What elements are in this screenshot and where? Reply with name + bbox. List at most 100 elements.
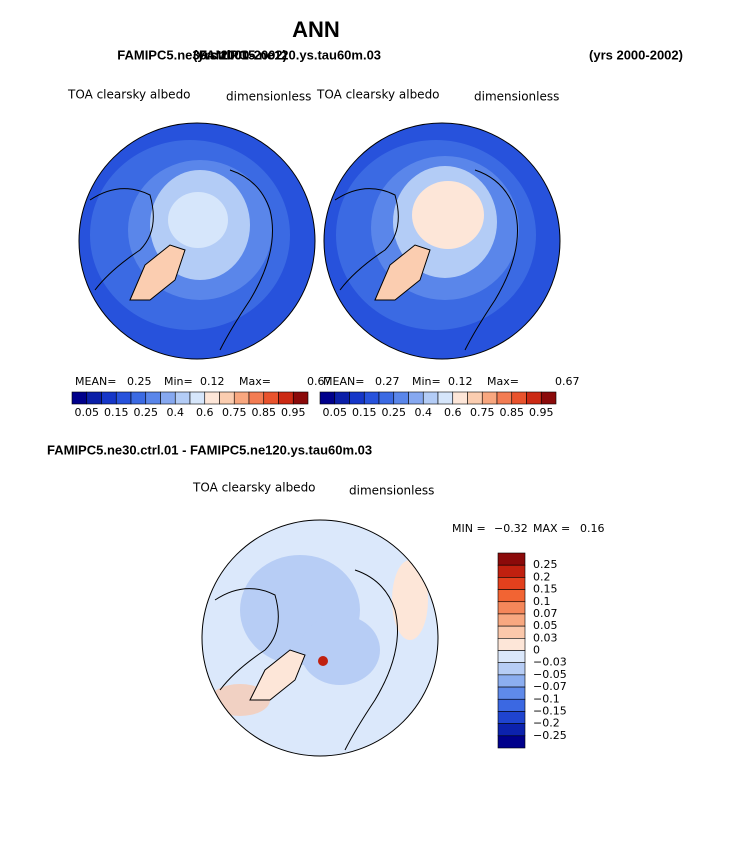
colorbar: 0.05 0.15 0.25 0.4 0.6 0.75 0.85 0.95 <box>71 391 309 419</box>
colorbar-label: 0.15 <box>352 406 377 419</box>
stat-value: 0.16 <box>580 522 605 535</box>
units-label: dimensionless <box>474 90 559 104</box>
stat-value: −0.32 <box>494 522 528 535</box>
colorbar-label: −0.2 <box>533 717 560 730</box>
colorbar-label: 0.95 <box>281 406 306 419</box>
colorbar-box <box>86 391 102 405</box>
colorbar-label: −0.1 <box>533 692 560 705</box>
colorbar-label: −0.15 <box>533 704 567 717</box>
colorbar-label: 0.85 <box>252 406 277 419</box>
colorbar-box <box>71 391 88 405</box>
colorbar-box <box>189 391 206 405</box>
colorbar-box <box>174 391 191 405</box>
colorbar-label: 0.95 <box>529 406 554 419</box>
stat-value: 0.12 <box>448 375 473 388</box>
units-label: dimensionless <box>349 484 434 498</box>
colorbar-box <box>334 391 350 405</box>
colorbar-box <box>526 391 542 405</box>
colorbar-label: −0.25 <box>533 729 567 742</box>
colorbar-box <box>497 613 526 627</box>
stat-value: 0.67 <box>555 375 580 388</box>
colorbar-box <box>481 391 498 405</box>
map-border <box>323 122 561 360</box>
colorbar-box <box>422 391 439 405</box>
colorbar-box <box>248 391 265 405</box>
panel-years: (yrs 2000-2002) <box>589 47 683 62</box>
colorbar-box <box>497 564 526 578</box>
colorbar-label: 0.2 <box>533 570 551 583</box>
colorbar-box <box>130 391 147 405</box>
colorbar-box <box>452 391 468 405</box>
colorbar-box <box>393 391 409 405</box>
stat-value: 0.12 <box>200 375 225 388</box>
stat-label: Min= <box>412 375 441 388</box>
colorbar-box <box>497 723 526 737</box>
colorbar-label: 0.25 <box>382 406 407 419</box>
colorbar-label: 0.75 <box>470 406 495 419</box>
colorbar-label: 0.07 <box>533 607 558 620</box>
colorbar-label: 0.6 <box>196 406 214 419</box>
colorbar-label: 0.25 <box>533 558 558 571</box>
colorbar: 0.250.20.150.10.070.050.030−0.03−0.05−0.… <box>497 552 567 749</box>
colorbar-box <box>292 391 309 405</box>
colorbar-box <box>496 391 513 405</box>
colorbar-box <box>263 391 279 405</box>
difference-title: FAMIPC5.ne30.ctrl.01 - FAMIPC5.ne120.ys.… <box>47 442 372 457</box>
colorbar-box <box>408 391 424 405</box>
stat-label: MEAN= <box>323 375 364 388</box>
colorbar-label: 0.05 <box>75 406 100 419</box>
colorbar-label: 0.85 <box>500 406 525 419</box>
colorbar-box <box>160 391 176 405</box>
colorbar-box <box>115 391 132 405</box>
colorbar-label: −0.03 <box>533 656 567 669</box>
colorbar-label: 0.6 <box>444 406 462 419</box>
stat-label: Min= <box>164 375 193 388</box>
stats: MEAN= 0.25 Min= 0.12 Max= 0.67 <box>75 375 332 388</box>
colorbar-box <box>497 650 526 663</box>
colorbar-label: −0.05 <box>533 668 567 681</box>
colorbar-box <box>497 662 526 676</box>
colorbar-box <box>319 391 336 405</box>
colorbar-box <box>219 391 235 405</box>
map-border <box>78 122 316 360</box>
variable-label: TOA clearsky albedo <box>192 481 316 495</box>
colorbar-box <box>497 674 526 688</box>
colorbar-label: 0.15 <box>533 583 558 596</box>
colorbar-box <box>278 391 294 405</box>
colorbar-label: 0.05 <box>533 619 558 632</box>
colorbar-label: 0.05 <box>323 406 348 419</box>
colorbar-box <box>497 698 526 712</box>
colorbar-box <box>497 711 526 724</box>
colorbar-box <box>497 735 526 749</box>
colorbar-box <box>511 391 527 405</box>
colorbar-box <box>540 391 557 405</box>
colorbar-box <box>497 686 526 700</box>
panel-case: FAMIPC5.ne30.ctrl.01 <box>117 47 249 62</box>
stat-label: MAX = <box>533 522 570 535</box>
colorbar-box <box>233 391 250 405</box>
colorbar-label: 0.4 <box>167 406 185 419</box>
colorbar-box <box>497 552 526 566</box>
colorbar-box <box>497 589 526 603</box>
colorbar-box <box>497 625 526 639</box>
polar-map <box>202 520 438 756</box>
variable-label: TOA clearsky albedo <box>67 88 191 102</box>
map-border <box>201 519 439 757</box>
panel-case: FAMIPC5.ne120.ys.tau60m.03 <box>199 47 381 62</box>
colorbar-label: −0.07 <box>533 680 567 693</box>
stat-value: 0.67 <box>307 375 332 388</box>
colorbar-box <box>497 577 526 590</box>
stats: MEAN= 0.27 Min= 0.12 Max= 0.67 <box>323 375 580 388</box>
colorbar-label: 0.4 <box>415 406 433 419</box>
panel-years: (yrs 2000-2002) <box>193 47 287 62</box>
colorbar-box <box>467 391 483 405</box>
units-label: dimensionless <box>226 90 311 104</box>
colorbar-box <box>145 391 161 405</box>
colorbar-label: 0.03 <box>533 631 558 644</box>
stat-label: MIN = <box>452 522 486 535</box>
figure-title: ANN <box>292 17 340 42</box>
colorbar: 0.05 0.15 0.25 0.4 0.6 0.75 0.85 0.95 <box>319 391 557 419</box>
colorbar-label: 0 <box>533 644 540 657</box>
colorbar-label: 0.75 <box>222 406 247 419</box>
